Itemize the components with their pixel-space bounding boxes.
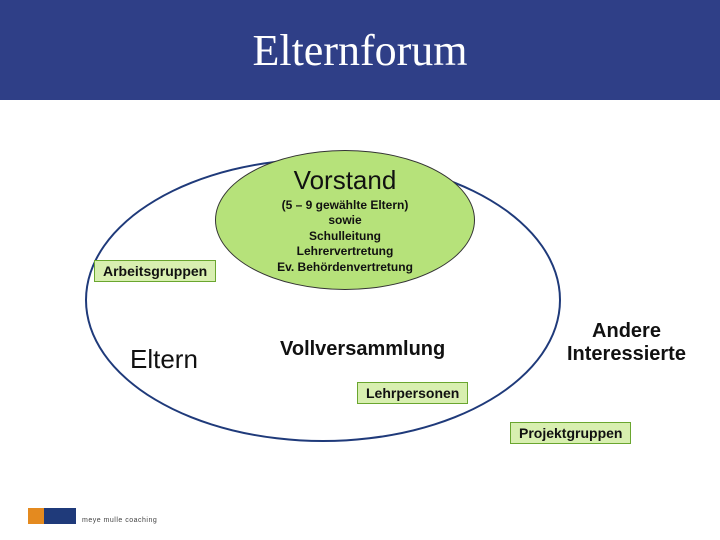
vorstand-line-3: Lehrervertretung xyxy=(297,244,394,260)
logo-mark xyxy=(28,508,76,524)
text-eltern: Eltern xyxy=(130,344,198,375)
label-projektgruppen: Projektgruppen xyxy=(510,422,631,444)
vorstand-title: Vorstand xyxy=(294,165,397,196)
logo-block-blue-2 xyxy=(60,508,76,524)
vorstand-line-1: sowie xyxy=(328,213,361,229)
vorstand-ellipse: Vorstand (5 – 9 gewählte Eltern) sowie S… xyxy=(215,150,475,290)
vorstand-line-0: (5 – 9 gewählte Eltern) xyxy=(282,198,409,214)
logo-block-blue xyxy=(44,508,60,524)
slide-title: Elternforum xyxy=(252,25,467,76)
label-arbeitsgruppen: Arbeitsgruppen xyxy=(94,260,216,282)
vorstand-line-2: Schulleitung xyxy=(309,229,381,245)
text-andere-line2: Interessierte xyxy=(567,343,686,365)
logo: meye mulle coaching xyxy=(28,508,157,524)
logo-block-orange xyxy=(28,508,44,524)
vorstand-line-4: Ev. Behördenvertretung xyxy=(277,260,413,276)
text-andere-interessierte: Andere Interessierte xyxy=(567,320,686,366)
logo-caption: meye mulle coaching xyxy=(82,517,157,524)
text-vollversammlung: Vollversammlung xyxy=(280,338,445,361)
title-bar: Elternforum xyxy=(0,0,720,100)
slide-canvas: Elternforum Vorstand (5 – 9 gewählte Elt… xyxy=(0,0,720,540)
label-lehrpersonen: Lehrpersonen xyxy=(357,382,468,404)
text-andere-line1: Andere xyxy=(592,320,661,342)
